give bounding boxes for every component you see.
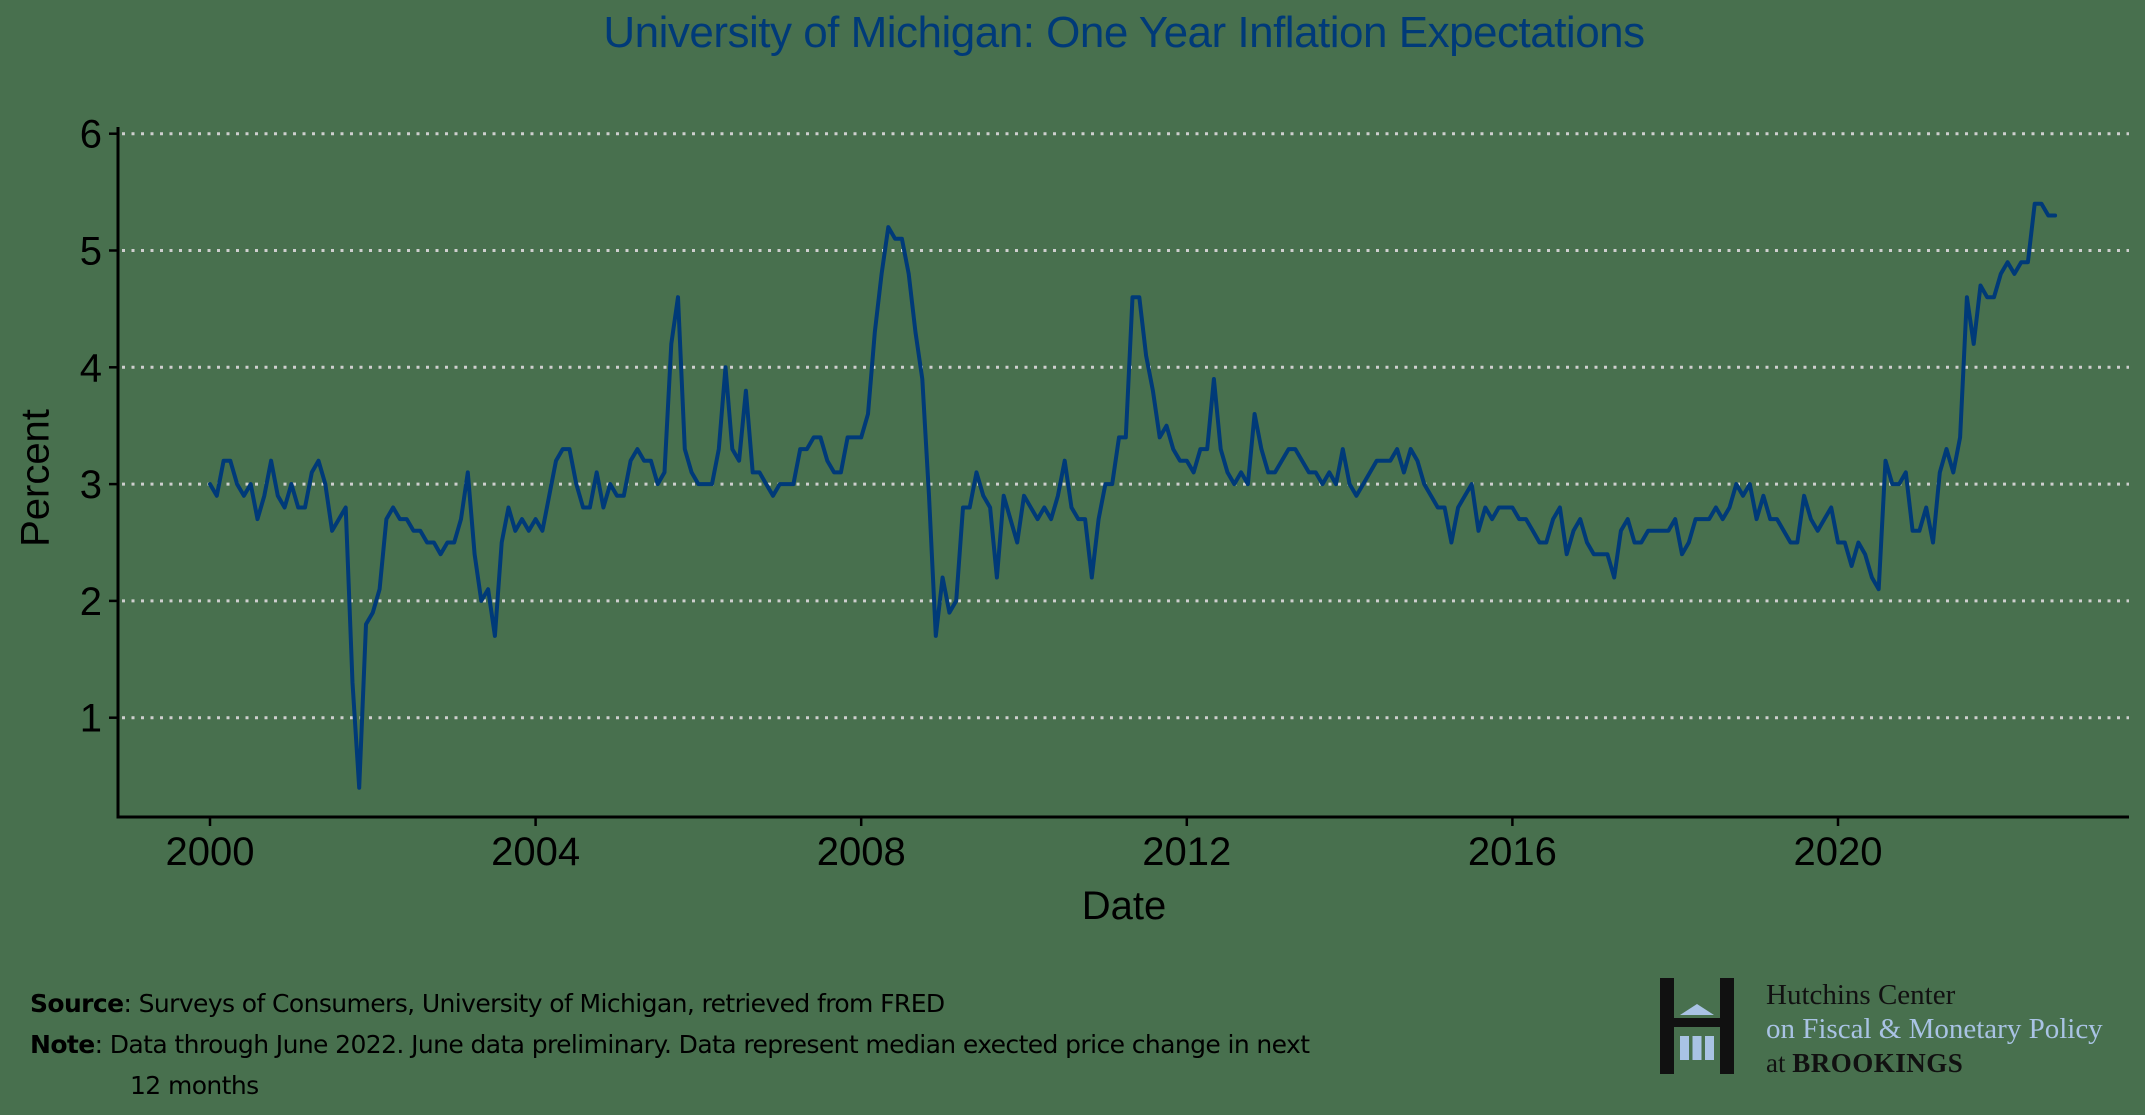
hutchins-center-logo: Hutchins Center on Fiscal & Monetary Pol… (1660, 978, 2130, 1078)
chart-footer: Source : Surveys of Consumers, Universit… (30, 983, 1310, 1106)
line-chart: 1 2 3 4 5 6 2000 2004 2008 2012 2016 2020 (80, 113, 2129, 874)
logo-line-3: at BROOKINGS (1766, 1046, 2103, 1080)
x-tick-label: 2004 (491, 830, 580, 874)
source-label: Source (30, 989, 124, 1018)
x-tick-label: 2012 (1142, 830, 1231, 874)
logo-line-2: on Fiscal & Monetary Policy (1766, 1013, 2103, 1045)
x-tick-label: 2008 (817, 830, 906, 874)
logo-text: Hutchins Center on Fiscal & Monetary Pol… (1766, 978, 2103, 1080)
source-text: : Surveys of Consumers, University of Mi… (123, 989, 945, 1018)
x-tick-label: 2020 (1794, 830, 1883, 874)
x-tick-label: 2000 (166, 830, 255, 874)
axes (109, 127, 2129, 826)
y-tick-label: 4 (80, 346, 102, 390)
note-line-continued: 12 months (30, 1065, 1309, 1106)
source-line: Source : Surveys of Consumers, Universit… (30, 983, 1309, 1024)
y-tick-label: 3 (80, 463, 102, 507)
logo-line-1: Hutchins Center (1766, 979, 1956, 1011)
inflation-expectations-line (208, 201, 2058, 790)
hutchins-h-building-icon (1660, 978, 1734, 1074)
chart-title: University of Michigan: One Year Inflati… (603, 8, 1645, 57)
x-tick-labels: 2000 2004 2008 2012 2016 2020 (166, 830, 1883, 874)
y-tick-label: 2 (80, 580, 102, 624)
note-label: Note (30, 1030, 95, 1059)
y-tick-labels: 1 2 3 4 5 6 (80, 113, 102, 741)
note-text: : Data through June 2022. June data prel… (94, 1030, 1310, 1059)
y-axis-label: Percent (13, 409, 58, 547)
logo-brookings: BROOKINGS (1792, 1048, 1964, 1078)
y-tick-label: 6 (80, 113, 102, 157)
y-tick-label: 5 (80, 230, 102, 274)
x-tick-label: 2016 (1468, 830, 1557, 874)
y-tick-label: 1 (80, 697, 102, 741)
gridlines (122, 132, 2129, 720)
x-axis-label: Date (1081, 884, 1167, 928)
note-text-continued: 12 months (130, 1071, 259, 1100)
logo-line-3-prefix: at (1766, 1048, 1793, 1078)
note-line: Note : Data through June 2022. June data… (30, 1024, 1310, 1065)
